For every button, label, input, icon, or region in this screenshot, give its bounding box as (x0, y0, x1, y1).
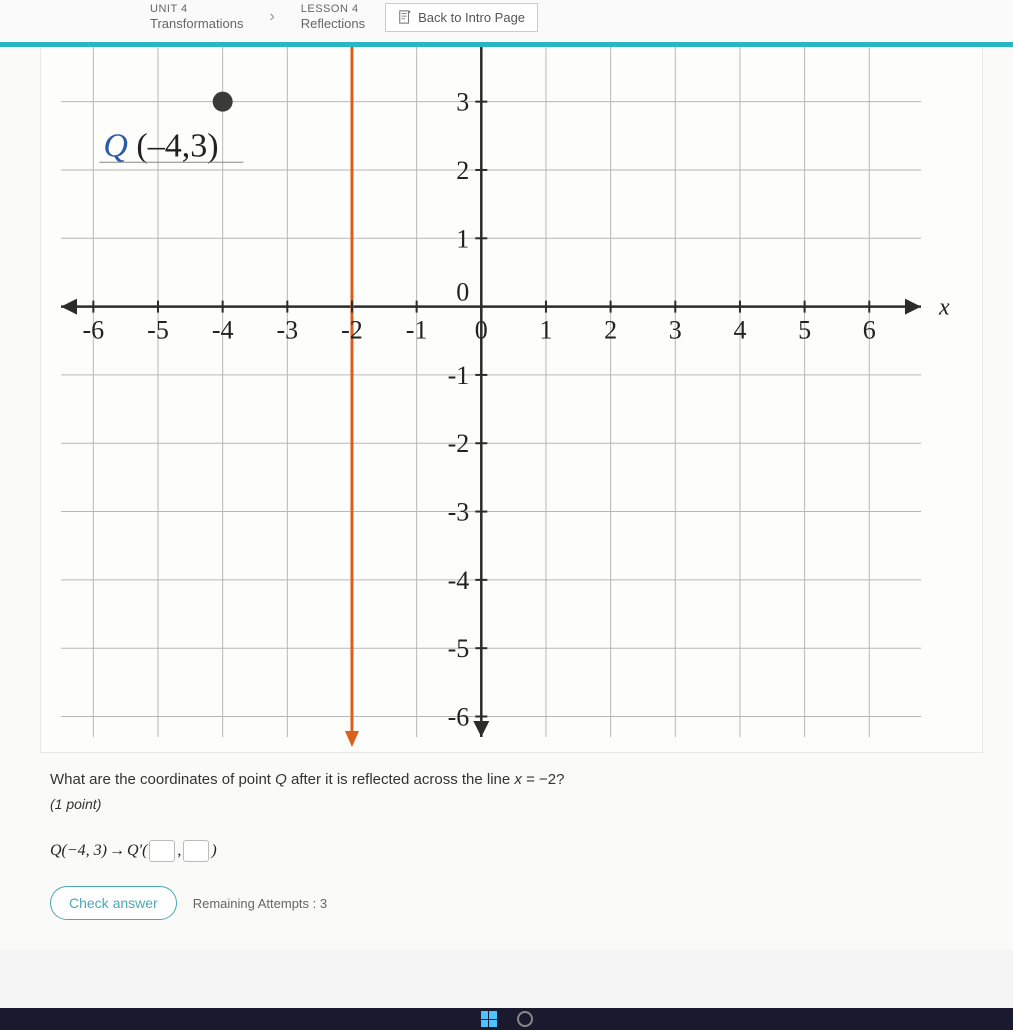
breadcrumb-header: UNIT 4 Transformations › LESSON 4 Reflec… (0, 0, 1013, 42)
question-text: What are the coordinates of point Q afte… (50, 771, 973, 788)
svg-text:-6: -6 (448, 703, 470, 732)
svg-text:0: 0 (475, 316, 488, 345)
svg-text:x: x (938, 295, 950, 321)
actions-row: Check answer Remaining Attempts : 3 (50, 886, 973, 920)
points-text: (1 point) (50, 796, 973, 812)
svg-text:0: 0 (456, 278, 469, 307)
svg-text:-4: -4 (212, 316, 234, 345)
unit-label: UNIT 4 (150, 3, 243, 16)
svg-text:-4: -4 (448, 566, 470, 595)
svg-text:1: 1 (456, 224, 469, 253)
svg-text:Q (–4,3): Q (–4,3) (103, 127, 218, 164)
breadcrumb-lesson[interactable]: LESSON 4 Reflections (301, 3, 365, 32)
answer-y-input[interactable] (183, 840, 209, 862)
svg-text:5: 5 (798, 316, 811, 345)
svg-text:-1: -1 (406, 316, 428, 345)
search-icon[interactable] (517, 1011, 533, 1027)
main-content: -6-5-4-3-2-10123456-6-5-4-3-2-11230xQ (–… (0, 47, 1013, 950)
svg-text:-2: -2 (341, 316, 363, 345)
svg-text:1: 1 (539, 316, 552, 345)
remaining-attempts: Remaining Attempts : 3 (193, 896, 327, 911)
coordinate-graph: -6-5-4-3-2-10123456-6-5-4-3-2-11230xQ (–… (41, 47, 961, 747)
unit-title: Transformations (150, 16, 243, 32)
result-suffix: ) (211, 842, 216, 860)
svg-text:4: 4 (733, 316, 746, 345)
svg-text:-2: -2 (448, 429, 470, 458)
svg-text:-3: -3 (276, 316, 298, 345)
check-answer-button[interactable]: Check answer (50, 886, 177, 920)
page-icon (398, 10, 412, 24)
chevron-right-icon: › (263, 8, 280, 26)
arrow: → (109, 842, 125, 860)
given-point: Q(−4, 3) (50, 842, 107, 860)
breadcrumb-unit[interactable]: UNIT 4 Transformations (150, 3, 243, 32)
svg-text:6: 6 (863, 316, 876, 345)
svg-text:3: 3 (456, 88, 469, 117)
svg-text:-1: -1 (448, 361, 470, 390)
svg-text:-5: -5 (448, 634, 470, 663)
question-area: What are the coordinates of point Q afte… (40, 753, 983, 930)
svg-text:2: 2 (456, 156, 469, 185)
answer-x-input[interactable] (149, 840, 175, 862)
lesson-label: LESSON 4 (301, 3, 365, 16)
back-label: Back to Intro Page (418, 10, 525, 25)
answer-row: Q(−4, 3) → Q′( , ) (50, 840, 973, 862)
svg-text:-5: -5 (147, 316, 169, 345)
result-prefix: Q′( (127, 842, 147, 860)
comma: , (177, 842, 181, 860)
svg-text:-6: -6 (82, 316, 104, 345)
windows-start-icon[interactable] (481, 1011, 497, 1027)
graph-container: -6-5-4-3-2-10123456-6-5-4-3-2-11230xQ (–… (40, 47, 983, 753)
svg-text:-3: -3 (448, 498, 470, 527)
lesson-title: Reflections (301, 16, 365, 32)
svg-text:3: 3 (669, 316, 682, 345)
back-to-intro-button[interactable]: Back to Intro Page (385, 3, 538, 32)
svg-text:2: 2 (604, 316, 617, 345)
taskbar (0, 1008, 1013, 1030)
